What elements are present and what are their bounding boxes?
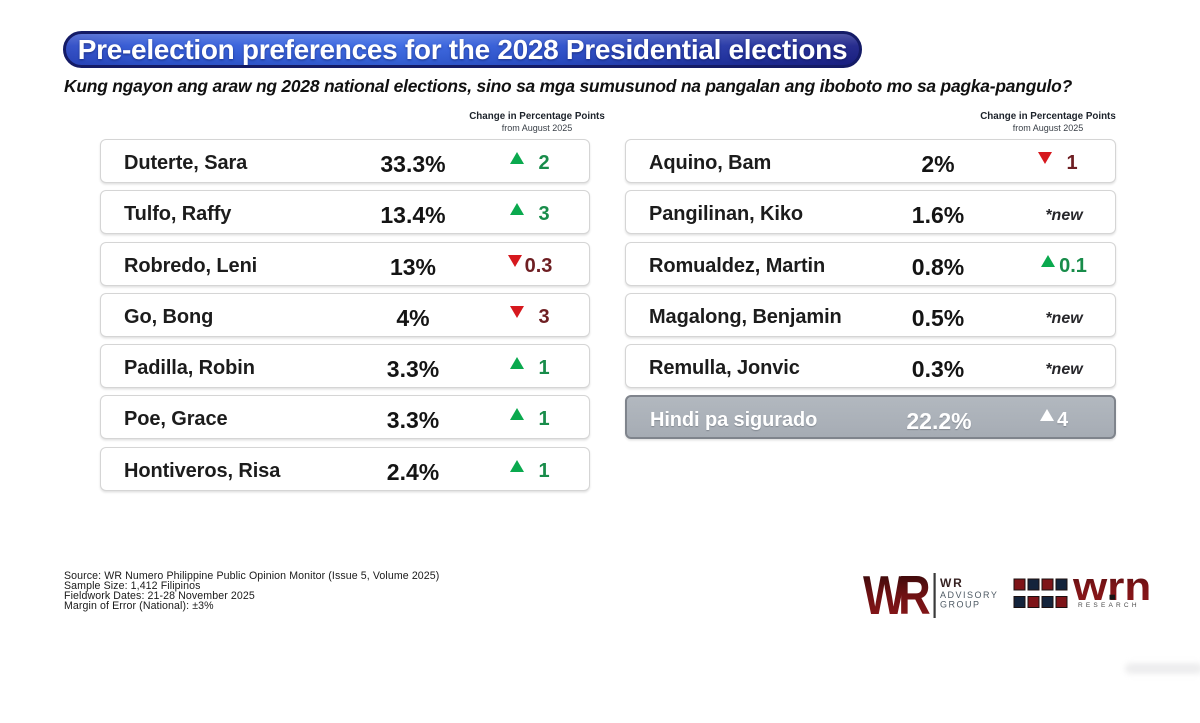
svg-text:ADVISORY: ADVISORY [940,590,998,600]
svg-text:GROUP: GROUP [940,600,981,610]
svg-text:WR: WR [863,569,930,621]
svg-text:WR: WR [940,576,964,590]
svg-text:RESEARCH: RESEARCH [1078,602,1140,609]
